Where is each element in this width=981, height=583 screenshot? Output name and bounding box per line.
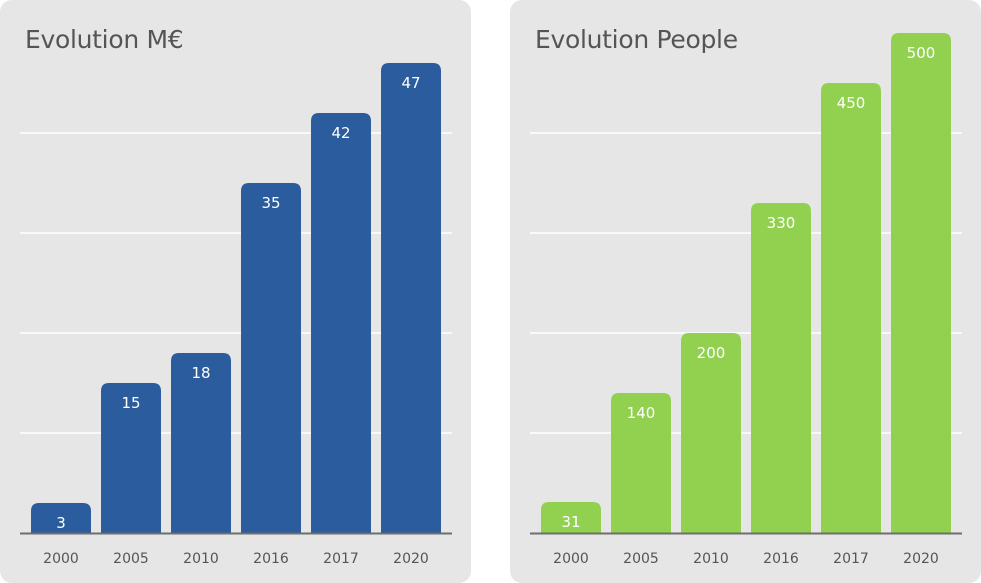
data-label-2005: 15 — [121, 394, 140, 412]
x-tick-label: 2016 — [763, 551, 799, 567]
data-label-2010: 18 — [191, 364, 210, 382]
data-label-2016: 35 — [261, 194, 280, 212]
data-label-2020: 47 — [401, 74, 420, 92]
x-tick-label: 2000 — [43, 551, 79, 567]
bar-2017 — [821, 83, 881, 533]
chart-title: Evolution M€ — [25, 25, 184, 54]
x-tick-label: 2005 — [113, 551, 149, 567]
people-chart-panel: Evolution People 31 2000 140 2005 200 2010 330… — [510, 0, 981, 583]
bar-2020 — [891, 33, 951, 533]
x-tick-label: 2010 — [693, 551, 729, 567]
people-bar-chart: 31 2000 140 2005 200 2010 330 2016 450 2017 500 202… — [530, 33, 962, 567]
bar-2016 — [241, 183, 301, 533]
x-tick-label: 2016 — [253, 551, 289, 567]
bar-2005 — [101, 383, 161, 533]
data-label-2020: 500 — [907, 44, 936, 62]
bar-2020 — [381, 63, 441, 533]
data-label-2017: 42 — [331, 124, 350, 142]
x-tick-label: 2017 — [833, 551, 869, 567]
bar-2000 — [31, 503, 91, 533]
data-label-2016: 330 — [767, 214, 796, 232]
revenue-bar-chart: 3 2000 15 2005 18 2010 35 2016 42 2017 47 2020 — [20, 63, 452, 567]
data-label-2010: 200 — [697, 344, 726, 362]
x-tick-label: 2005 — [623, 551, 659, 567]
bar-2005 — [611, 393, 671, 533]
revenue-chart-panel: Evolution M€ 3 2000 15 2005 18 2010 35 2016 42 20… — [0, 0, 471, 583]
data-label-2005: 140 — [627, 404, 656, 422]
chart-title: Evolution People — [535, 25, 738, 54]
x-tick-label: 2020 — [393, 551, 429, 567]
bar-2010 — [171, 353, 231, 533]
x-tick-label: 2000 — [553, 551, 589, 567]
bar-2017 — [311, 113, 371, 533]
bar-2000 — [541, 502, 601, 533]
data-label-2000: 3 — [56, 514, 66, 532]
bar-2016 — [751, 203, 811, 533]
x-tick-label: 2010 — [183, 551, 219, 567]
bar-2010 — [681, 333, 741, 533]
data-label-2017: 450 — [837, 94, 866, 112]
x-tick-label: 2017 — [323, 551, 359, 567]
x-tick-label: 2020 — [903, 551, 939, 567]
data-label-2000: 31 — [561, 513, 580, 531]
